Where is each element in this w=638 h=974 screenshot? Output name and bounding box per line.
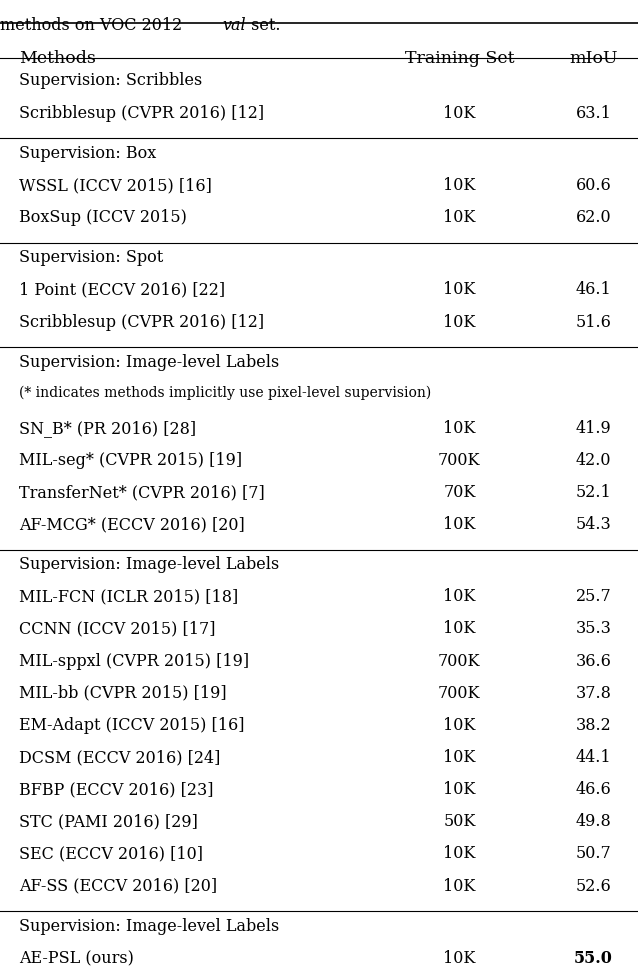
Text: Supervision: Image-level Labels: Supervision: Image-level Labels	[19, 918, 279, 935]
Text: BoxSup (ICCV 2015): BoxSup (ICCV 2015)	[19, 209, 187, 226]
Text: AE-PSL (ours): AE-PSL (ours)	[19, 950, 134, 967]
Text: 1 Point (ECCV 2016) [22]: 1 Point (ECCV 2016) [22]	[19, 281, 225, 298]
Text: 62.0: 62.0	[575, 209, 611, 226]
Text: Methods: Methods	[19, 50, 96, 67]
Text: AF-SS (ECCV 2016) [20]: AF-SS (ECCV 2016) [20]	[19, 878, 218, 895]
Text: MIL-bb (CVPR 2015) [19]: MIL-bb (CVPR 2015) [19]	[19, 685, 226, 702]
Text: MIL-seg* (CVPR 2015) [19]: MIL-seg* (CVPR 2015) [19]	[19, 452, 242, 468]
Text: EM-Adapt (ICCV 2015) [16]: EM-Adapt (ICCV 2015) [16]	[19, 717, 244, 734]
Text: 52.1: 52.1	[575, 484, 611, 501]
Text: 10K: 10K	[443, 588, 475, 606]
Text: Supervision: Box: Supervision: Box	[19, 145, 156, 162]
Text: 10K: 10K	[443, 420, 475, 436]
Text: MIL-FCN (ICLR 2015) [18]: MIL-FCN (ICLR 2015) [18]	[19, 588, 239, 606]
Text: 10K: 10K	[443, 281, 475, 298]
Text: 10K: 10K	[443, 104, 475, 122]
Text: 44.1: 44.1	[575, 749, 611, 767]
Text: 38.2: 38.2	[575, 717, 611, 734]
Text: mIoU: mIoU	[569, 50, 618, 67]
Text: 10K: 10K	[443, 209, 475, 226]
Text: 55.0: 55.0	[574, 950, 612, 967]
Text: 35.3: 35.3	[575, 620, 611, 638]
Text: MIL-sppxl (CVPR 2015) [19]: MIL-sppxl (CVPR 2015) [19]	[19, 653, 249, 670]
Text: Supervision: Image-level Labels: Supervision: Image-level Labels	[19, 354, 279, 371]
Text: 700K: 700K	[438, 685, 480, 702]
Text: BFBP (ECCV 2016) [23]: BFBP (ECCV 2016) [23]	[19, 781, 214, 799]
Text: 10K: 10K	[443, 717, 475, 734]
Text: SN_B* (PR 2016) [28]: SN_B* (PR 2016) [28]	[19, 420, 197, 436]
Text: Supervision: Spot: Supervision: Spot	[19, 249, 163, 266]
Text: methods on VOC 2012: methods on VOC 2012	[0, 17, 188, 33]
Text: 700K: 700K	[438, 452, 480, 468]
Text: WSSL (ICCV 2015) [16]: WSSL (ICCV 2015) [16]	[19, 177, 212, 194]
Text: 25.7: 25.7	[575, 588, 611, 606]
Text: val: val	[222, 17, 246, 33]
Text: 52.6: 52.6	[575, 878, 611, 895]
Text: STC (PAMI 2016) [29]: STC (PAMI 2016) [29]	[19, 813, 198, 831]
Text: Training Set: Training Set	[404, 50, 514, 67]
Text: 10K: 10K	[443, 749, 475, 767]
Text: 46.6: 46.6	[575, 781, 611, 799]
Text: 54.3: 54.3	[575, 516, 611, 533]
Text: 36.6: 36.6	[575, 653, 611, 670]
Text: 10K: 10K	[443, 781, 475, 799]
Text: 10K: 10K	[443, 314, 475, 330]
Text: 51.6: 51.6	[575, 314, 611, 330]
Text: 10K: 10K	[443, 516, 475, 533]
Text: 70K: 70K	[443, 484, 475, 501]
Text: AF-MCG* (ECCV 2016) [20]: AF-MCG* (ECCV 2016) [20]	[19, 516, 245, 533]
Text: 10K: 10K	[443, 878, 475, 895]
Text: 37.8: 37.8	[575, 685, 611, 702]
Text: 60.6: 60.6	[575, 177, 611, 194]
Text: 42.0: 42.0	[575, 452, 611, 468]
Text: Scribblesup (CVPR 2016) [12]: Scribblesup (CVPR 2016) [12]	[19, 314, 264, 330]
Text: SEC (ECCV 2016) [10]: SEC (ECCV 2016) [10]	[19, 845, 203, 863]
Text: Supervision: Image-level Labels: Supervision: Image-level Labels	[19, 556, 279, 574]
Text: 63.1: 63.1	[575, 104, 611, 122]
Text: Supervision: Scribbles: Supervision: Scribbles	[19, 72, 202, 90]
Text: 50.7: 50.7	[575, 845, 611, 863]
Text: Scribblesup (CVPR 2016) [12]: Scribblesup (CVPR 2016) [12]	[19, 104, 264, 122]
Text: 700K: 700K	[438, 653, 480, 670]
Text: TransferNet* (CVPR 2016) [7]: TransferNet* (CVPR 2016) [7]	[19, 484, 265, 501]
Text: 49.8: 49.8	[575, 813, 611, 831]
Text: 41.9: 41.9	[575, 420, 611, 436]
Text: set.: set.	[246, 17, 281, 33]
Text: DCSM (ECCV 2016) [24]: DCSM (ECCV 2016) [24]	[19, 749, 221, 767]
Text: 10K: 10K	[443, 845, 475, 863]
Text: 46.1: 46.1	[575, 281, 611, 298]
Text: 50K: 50K	[443, 813, 475, 831]
Text: CCNN (ICCV 2015) [17]: CCNN (ICCV 2015) [17]	[19, 620, 216, 638]
Text: 10K: 10K	[443, 950, 475, 967]
Text: 10K: 10K	[443, 620, 475, 638]
Text: 10K: 10K	[443, 177, 475, 194]
Text: (* indicates methods implicitly use pixel-level supervision): (* indicates methods implicitly use pixe…	[19, 386, 431, 400]
